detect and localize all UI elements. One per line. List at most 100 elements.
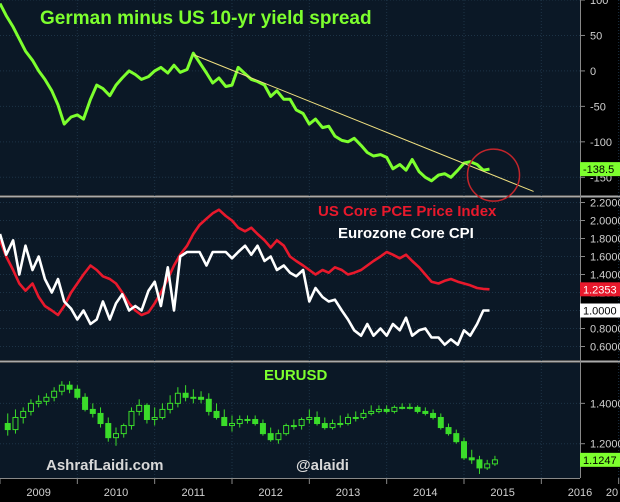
eurozone-core-cpi-badge: 1.0000 [583,306,617,318]
candle-body [105,423,112,439]
candle-body [97,412,104,425]
grid-layer [0,0,620,478]
candle-body [20,410,27,418]
candle-body [128,410,135,427]
candle-body [337,423,344,426]
candle-body [236,418,243,425]
candle-body [329,423,336,429]
x-tick-label: 2013 [336,487,360,499]
candle-body [298,418,305,427]
candle-body [430,412,437,418]
watermark-website: AshrafLaidi.com [46,457,164,474]
candle-body [283,425,290,435]
x-tick-label: 20 [606,487,618,499]
candle-body [51,390,58,398]
axis-strip-background [580,0,620,478]
y-tick-label: 1.6000 [590,252,620,264]
y-tick-label: -50 [590,101,606,113]
candle-body [259,423,266,435]
candle-body [391,406,398,412]
candle-body [167,402,174,410]
candle-body [484,463,491,469]
eurozone-core-cpi-badge-bg [580,303,620,318]
candle-body [182,392,189,398]
candle-body [89,408,96,414]
y-tick-label: 50 [590,30,602,42]
candle-body [43,396,50,402]
candle-body [414,406,421,412]
eurozone-core-cpi-line [0,233,490,347]
x-tick-label: 2010 [104,487,128,499]
legend-us-core-pce: US Core PCE Price Index [318,203,497,220]
candle-body [136,404,143,412]
candle-body [120,425,127,435]
panel-3-background [0,363,580,478]
candle-body [82,396,89,410]
candle-body [159,408,166,418]
candle-body [244,418,251,421]
candle-body [66,384,73,390]
candle-body [461,441,467,459]
spread-title: German minus US 10-yr yield spread [40,8,372,29]
candle-body [205,398,212,412]
candle-body [213,410,220,418]
spread-last-value-badge-bg [580,162,620,177]
candle-body [306,416,313,420]
eurusd-last-value-badge-bg [580,452,620,467]
candle-body [437,416,444,429]
y-tick-label: -100 [590,137,612,149]
x-tick-label: 2014 [413,487,437,499]
x-tick-label: 2015 [490,487,514,499]
candle-body [190,396,197,399]
us-core-pce-badge: 1.2353 [583,284,617,296]
x-tick-label: 2009 [26,487,50,499]
watermark-handle: @alaidi [296,457,349,474]
y-tick-label: 2.0000 [590,216,620,228]
y-tick-label: 0 [590,66,596,78]
us-core-pce-line [0,208,490,317]
candle-body [267,433,274,441]
x-tick-label: 2016 [568,487,592,499]
candle-body [229,423,235,427]
candle-body [151,416,158,420]
inflation-panel [0,208,490,347]
candle-body [345,416,351,425]
eurusd-title: EURUSD [264,367,328,384]
candle-body [74,388,81,398]
panel-2-background [0,198,580,360]
y-tick-label: 0.6000 [590,342,620,354]
candle-body [174,392,181,404]
candle-body [453,433,460,443]
panel-1-background [0,0,580,195]
candle-body [383,408,390,412]
highlight-circle [466,148,521,202]
candle-body [290,425,297,428]
candle-body [491,459,498,465]
candle-body [422,410,429,414]
spread-trendline [193,54,534,192]
candle-body [275,433,282,441]
candle-body [4,423,11,431]
eurusd-panel [4,381,498,474]
candle-body [468,457,475,461]
candle-body [12,416,19,431]
candle-body [360,412,367,418]
x-tick-label: 2012 [258,487,282,499]
candle-body [445,427,452,435]
candle-body [252,418,259,425]
y-tick-label: 1.2000 [590,439,620,451]
candle-body [406,406,413,409]
candle-body [198,396,205,400]
eurusd-last-value-badge: 1.1247 [583,455,617,467]
spread-last-value-badge: -138.5 [583,164,614,176]
candle-body [58,384,65,392]
y-tick-label: 2.2000 [590,198,620,210]
x-axis-background [0,478,620,502]
candle-body [314,416,321,425]
candle-body [221,416,228,427]
